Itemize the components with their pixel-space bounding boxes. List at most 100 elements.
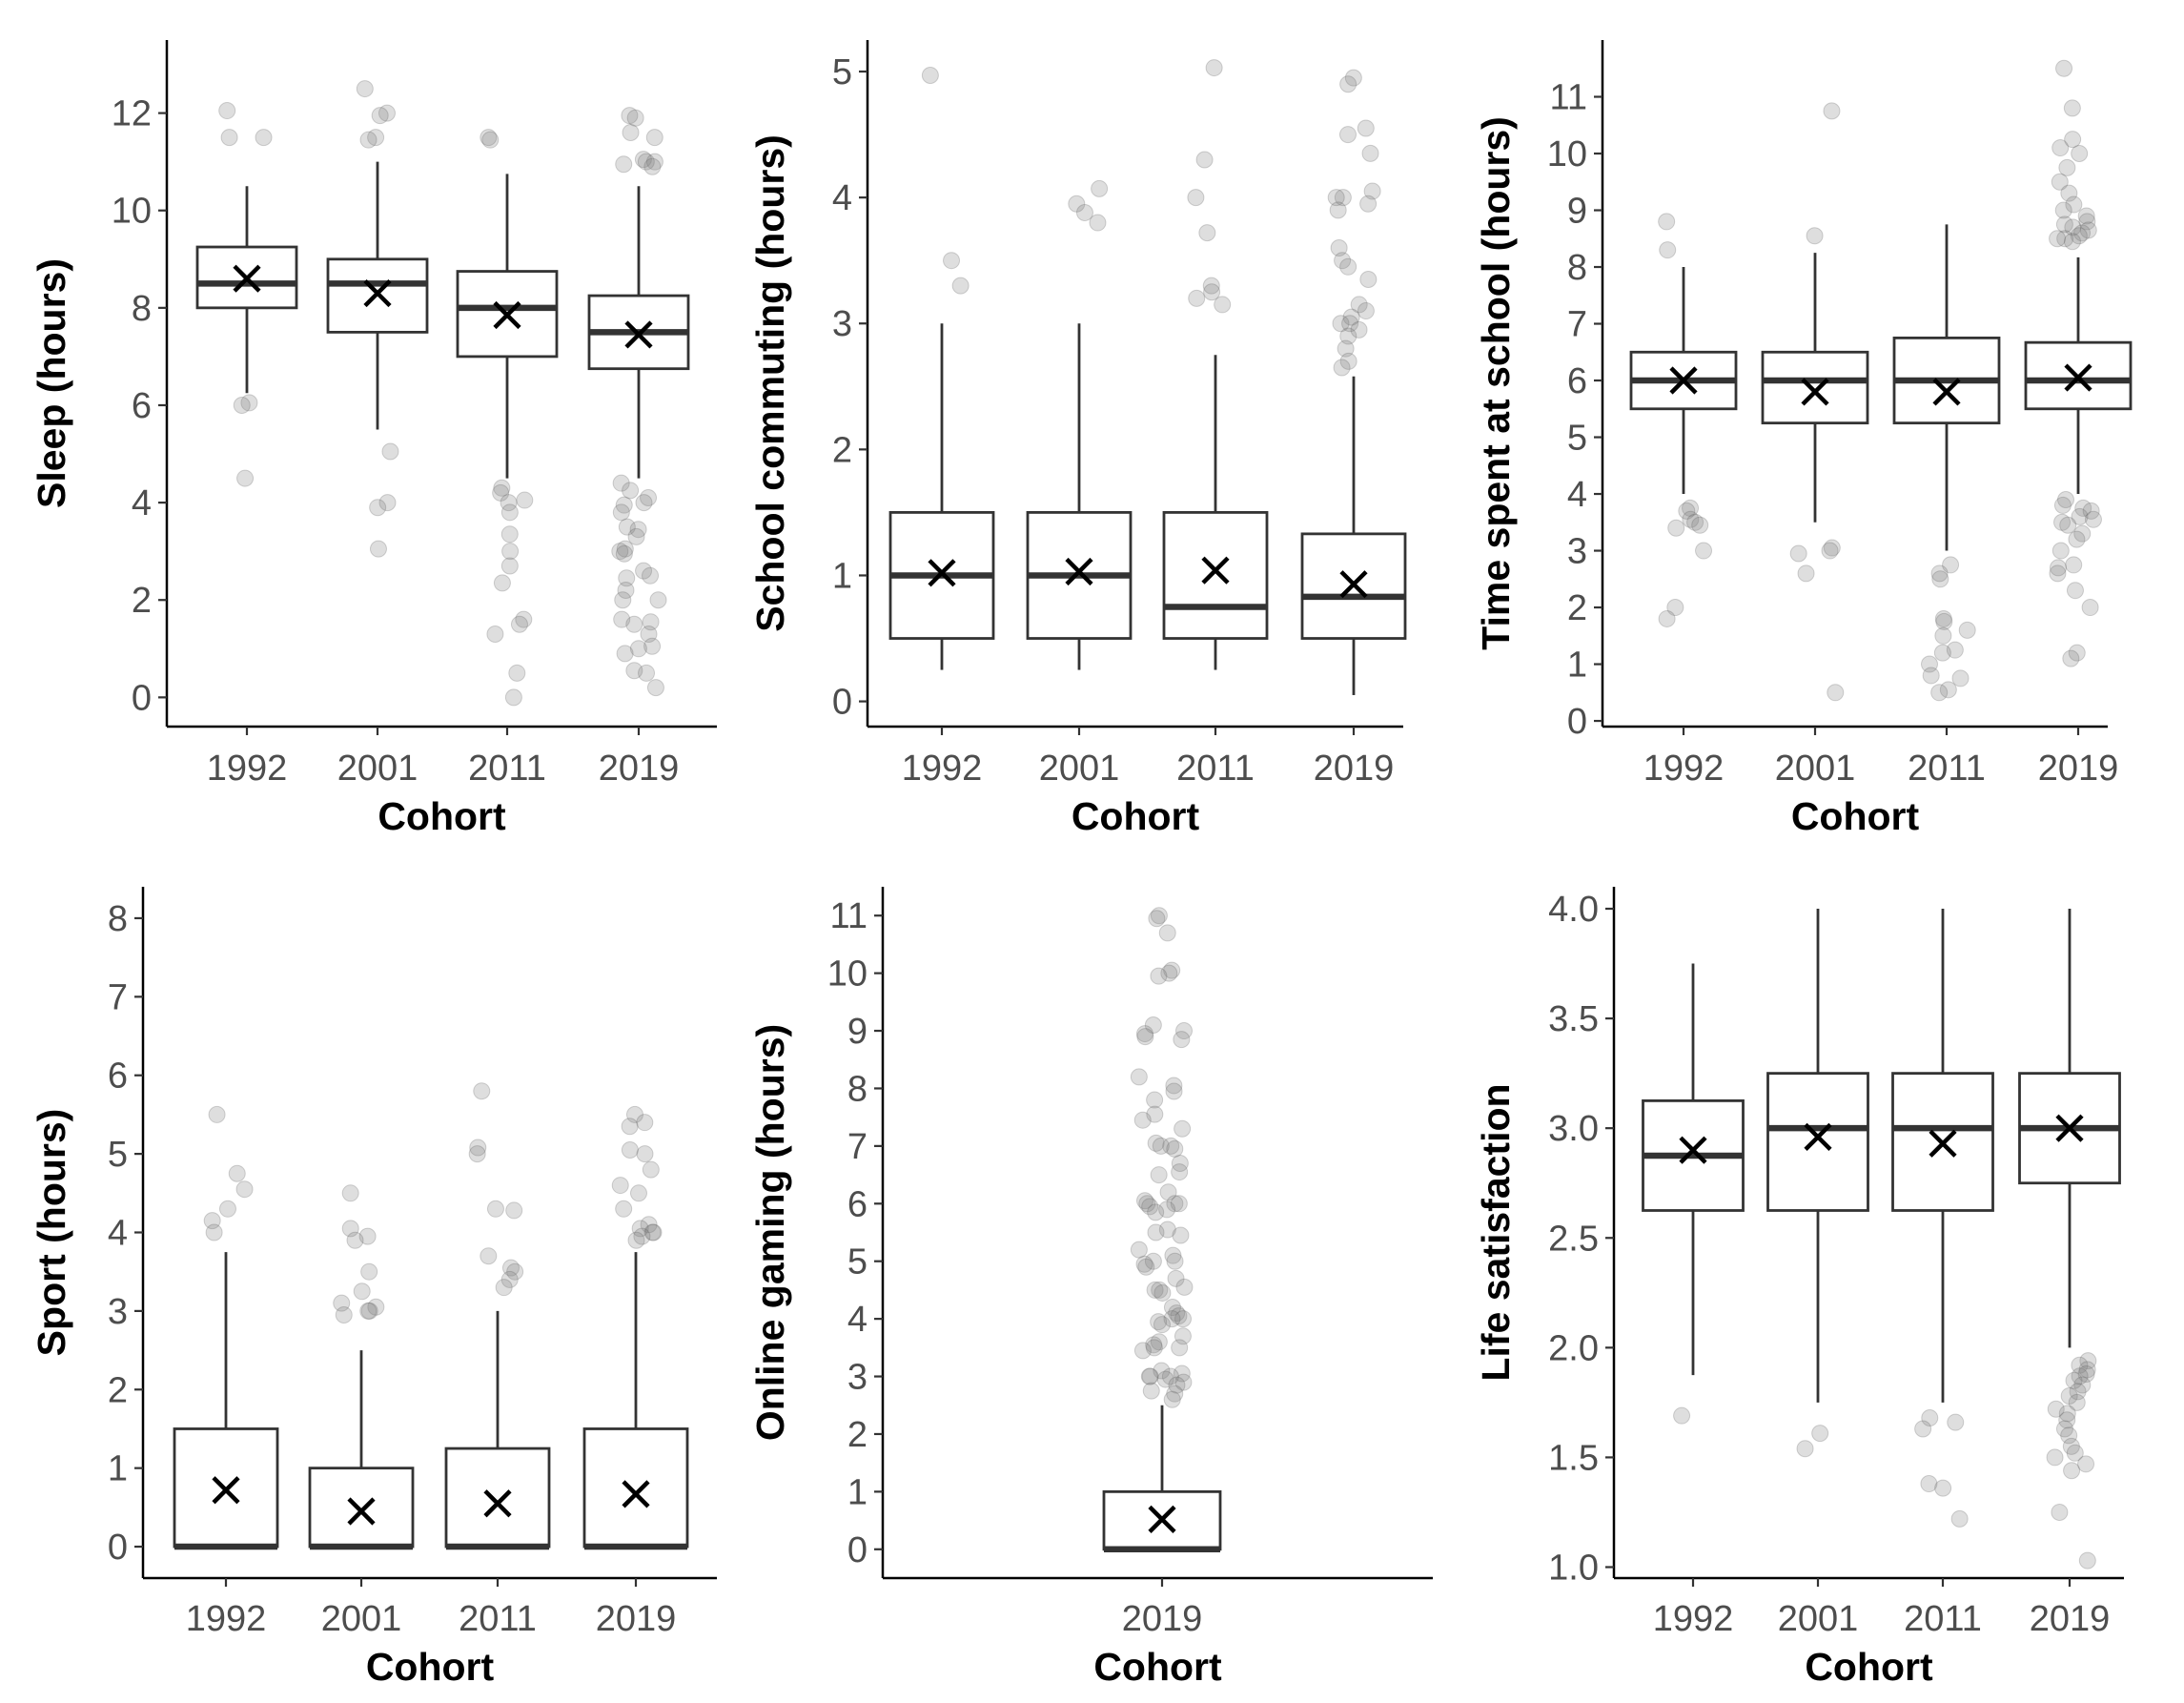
outlier-point [637,153,655,171]
y-tick-label: 3 [847,1358,867,1398]
outlier-point [1170,1307,1188,1325]
x-tick-label: 2011 [1908,749,1986,789]
outlier-point [621,107,639,125]
outlier-point [1138,1195,1156,1213]
box-iqr [1761,350,1869,425]
outlier-point [643,1223,662,1241]
outlier-point [1091,179,1109,197]
outlier-point [1667,519,1685,537]
y-tick-label: 0 [832,683,852,723]
mean-marker [1929,1129,1957,1158]
outlier-point [1198,224,1216,242]
outlier-point [1811,1425,1829,1443]
outlier-point [1166,1195,1184,1213]
outlier-point [346,1231,364,1249]
outlier-point [1150,907,1168,925]
outlier-point [633,1227,651,1245]
outlier-point [640,1216,658,1234]
mean-marker-stroke [363,278,392,308]
outlier-point [2058,1411,2076,1429]
mean-marker-stroke [1929,1129,1957,1158]
y-tick-label: 2 [847,1415,867,1455]
outlier-point [2049,564,2067,583]
outlier-point [1158,1200,1176,1219]
x-tick-label: 2001 [321,1599,402,1639]
outlier-point [493,479,511,497]
outlier-point [627,527,645,545]
outlier-point [1167,1269,1185,1287]
outlier-point [378,494,397,512]
outlier-point [367,129,385,147]
outlier-point [359,131,378,149]
x-tick-label: 1992 [207,749,288,789]
outlier-point [505,1201,523,1220]
x-tick-label: 2019 [2038,749,2119,789]
outlier-point [1950,1509,1969,1528]
outlier-point [1914,1420,1932,1438]
outlier-point [378,104,396,122]
outlier-point [2078,1551,2096,1570]
outlier-point [612,474,630,492]
y-tick-label: 0 [1567,702,1587,742]
outlier-point [228,1164,246,1182]
outlier-point [2060,184,2078,202]
outlier-point [1187,189,1205,207]
outlier-point [2054,201,2072,219]
outlier-point [2058,1405,2076,1423]
outlier-point [2058,158,2076,176]
box-iqr [308,1467,415,1549]
outlier-point [1146,1091,1164,1109]
outlier-point [2079,221,2097,239]
y-tick-label: 2 [1567,588,1587,628]
outlier-point [367,1298,385,1316]
outlier-point [1327,189,1345,207]
outlier-point [1334,189,1352,207]
box-iqr [444,1447,551,1549]
y-tick-label: 3.0 [1548,1109,1599,1149]
outlier-point [2070,227,2088,245]
box-iqr [582,1427,689,1549]
outlier-point [1175,1278,1194,1296]
outlier-point [500,1270,519,1288]
mean-marker-stroke [1932,378,1961,406]
outlier-point [508,664,526,682]
outlier-point [2062,649,2080,667]
y-tick-label: 9 [847,1012,867,1052]
outlier-point [2051,173,2069,191]
chart-panel-6: 1.0 1.5 2.0 2.5 3.0 3.5 4.0 Life satisfaction Co… [1474,887,2124,1689]
y-tick-label: 2.5 [1548,1219,1599,1259]
outlier-point [1135,1025,1153,1043]
outlier-point [1341,315,1359,333]
outlier-point [1922,667,1940,685]
outlier-point [1148,910,1166,928]
outlier-point [1166,1385,1184,1403]
outlier-point [625,615,643,633]
outlier-point [2055,59,2073,77]
outlier-point [621,1140,639,1159]
outlier-point [353,1282,371,1301]
y-tick-label: 10 [827,954,867,995]
outlier-point [615,544,633,563]
box-iqr [195,245,298,310]
outlier-point [1339,352,1357,370]
outlier-point [625,662,643,680]
y-tick-label: 2.0 [1548,1328,1599,1368]
outlier-point [1151,1281,1169,1299]
mean-marker [493,300,521,330]
outlier-point [1682,510,1700,528]
y-axis-title: Sleep (hours) [30,258,73,508]
y-tick-label: 4.0 [1548,890,1599,930]
mean-marker [624,320,653,349]
mean-marker-stroke [1679,1136,1707,1164]
y-axis-title: Sport (hours) [30,1109,73,1357]
outlier-point [356,80,374,98]
outlier-point [2066,1444,2084,1462]
outlier-point [1163,1310,1181,1328]
outlier-point [618,569,636,587]
outlier-point [649,591,667,609]
outlier-point [1686,513,1704,531]
outlier-point [638,664,656,682]
outlier-point [1166,1252,1184,1270]
y-tick-label: 10 [112,192,152,232]
outlier-point [635,494,653,512]
